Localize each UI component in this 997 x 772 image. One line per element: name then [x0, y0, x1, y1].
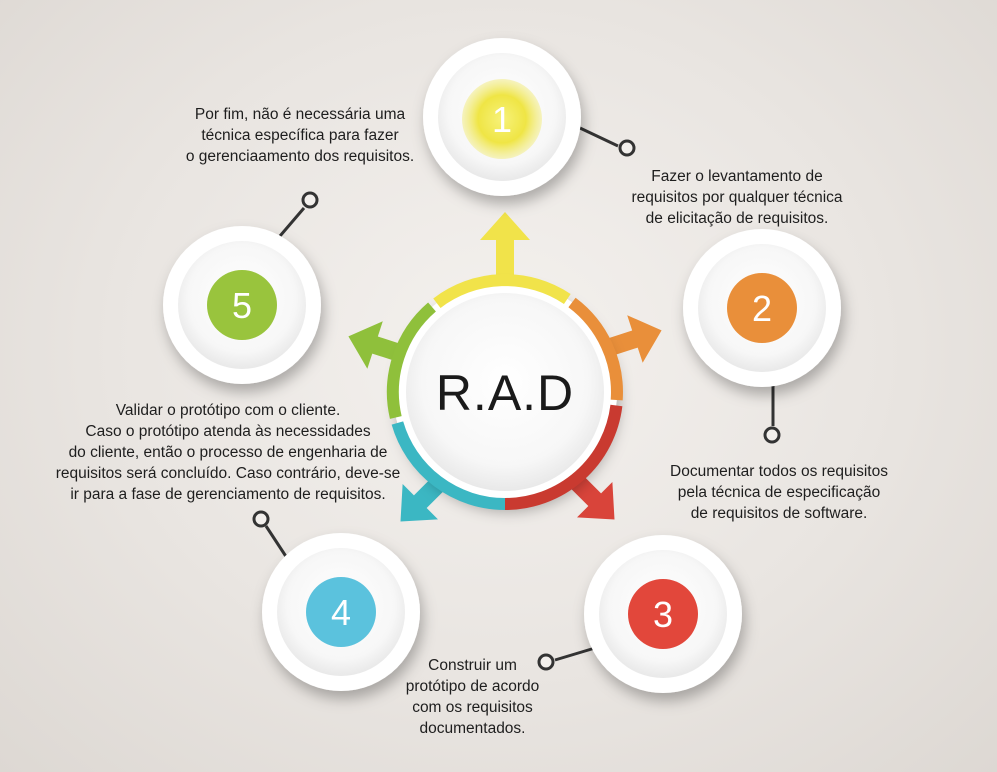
step-4-number: 4 — [331, 592, 351, 633]
step-5-number: 5 — [232, 285, 252, 326]
step-3-number: 3 — [653, 594, 673, 635]
step-3: 3 — [584, 535, 742, 693]
step-2-number: 2 — [752, 288, 772, 329]
step-2-badge — [727, 273, 797, 343]
step-1-number: 1 — [492, 99, 512, 140]
arrow-step-1 — [480, 212, 530, 282]
connector-5 — [278, 191, 319, 237]
step-4-badge — [306, 577, 376, 647]
connector-3 — [537, 646, 596, 671]
step-1-badge — [462, 79, 542, 159]
step-5: 5 — [163, 226, 321, 384]
step-1-description: Fazer o levantamento de requisitos por q… — [631, 168, 843, 227]
step-4: 4 — [262, 533, 420, 691]
ring-segment-green — [386, 302, 436, 419]
ring-segment-orange — [568, 297, 623, 401]
ring-segment-teal — [391, 421, 506, 510]
connectors — [252, 126, 781, 671]
step-3-badge — [628, 579, 698, 649]
rad-title: R.A.D — [436, 365, 574, 421]
step-3-description: Construir um protótipo de acordo com os … — [405, 657, 540, 737]
connector-1 — [579, 126, 636, 157]
connector-4 — [252, 510, 289, 559]
connector-2 — [763, 386, 781, 444]
central-hub: R.A.D — [386, 274, 623, 511]
step-4-description: Validar o protótipo com o cliente. Caso … — [55, 402, 401, 503]
step-5-badge — [207, 270, 277, 340]
ring-segment-red — [504, 404, 623, 511]
step-1: 1 — [423, 38, 581, 196]
step-2: 2 — [683, 229, 841, 387]
step-2-description: Documentar todos os requisitos pela técn… — [670, 463, 888, 522]
ring-segment-yellow — [433, 274, 571, 309]
step-5-description: Por fim, não é necessária uma técnica es… — [185, 106, 415, 165]
